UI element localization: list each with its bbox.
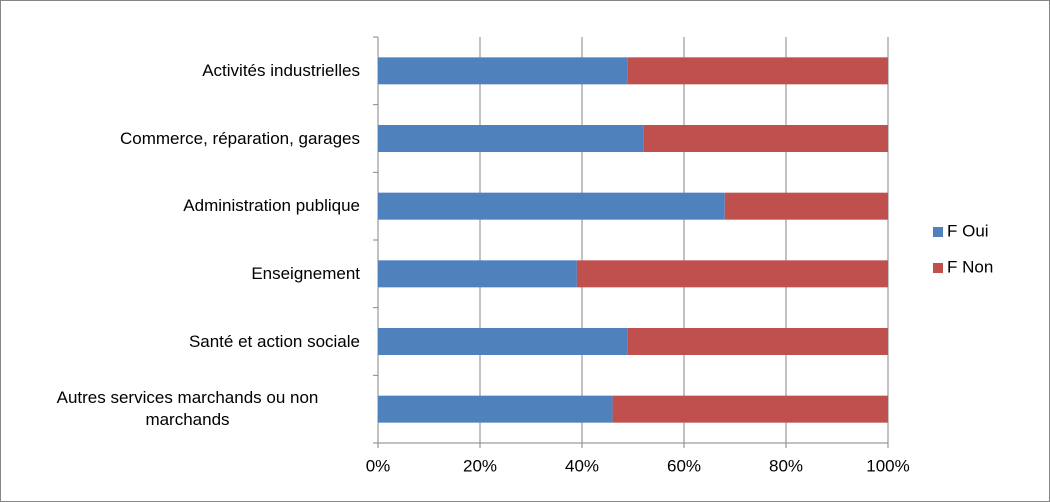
- x-tick-label: 40%: [565, 456, 599, 475]
- legend-swatch: [933, 263, 943, 273]
- bar-segment: [378, 125, 644, 152]
- y-tick-label: Autres services marchands ou non marchan…: [56, 388, 319, 430]
- y-tick-label: Administration publique: [183, 196, 360, 216]
- y-tick-label-box: Enseignement: [0, 244, 360, 304]
- bar-segment: [627, 57, 888, 85]
- x-tick-label: 20%: [463, 456, 497, 475]
- y-tick-label-box: Santé et action sociale: [0, 312, 360, 372]
- x-tick-label: 60%: [667, 456, 701, 475]
- bar-segment: [627, 328, 888, 355]
- y-tick-label: Activités industrielles: [202, 60, 360, 80]
- bar-segment: [576, 260, 888, 288]
- bar-segment: [378, 260, 577, 288]
- bar-segment: [378, 57, 628, 85]
- y-tick-label-box: Activités industrielles: [0, 41, 360, 101]
- y-tick-label: Commerce, réparation, garages: [119, 128, 360, 148]
- x-tick-label: 0%: [366, 456, 391, 475]
- legend-label: F Oui: [947, 221, 989, 240]
- x-tick-label: 100%: [866, 456, 909, 475]
- bar-segment: [724, 192, 888, 220]
- y-tick-label-box: Commerce, réparation, garages: [0, 109, 360, 169]
- x-tick-label: 80%: [769, 456, 803, 475]
- y-tick-label: Enseignement: [251, 263, 360, 283]
- y-tick-label-box: Administration publique: [0, 176, 360, 236]
- bar-segment: [378, 395, 613, 423]
- bar-segment: [378, 328, 628, 355]
- bar-segment: [612, 395, 888, 423]
- y-tick-label-box: Autres services marchands ou non marchan…: [0, 379, 360, 439]
- bar-segment: [378, 192, 725, 220]
- bar-segment: [643, 125, 888, 152]
- y-tick-label: Santé et action sociale: [188, 331, 360, 351]
- legend-swatch: [933, 227, 943, 237]
- legend-label: F Non: [947, 257, 993, 276]
